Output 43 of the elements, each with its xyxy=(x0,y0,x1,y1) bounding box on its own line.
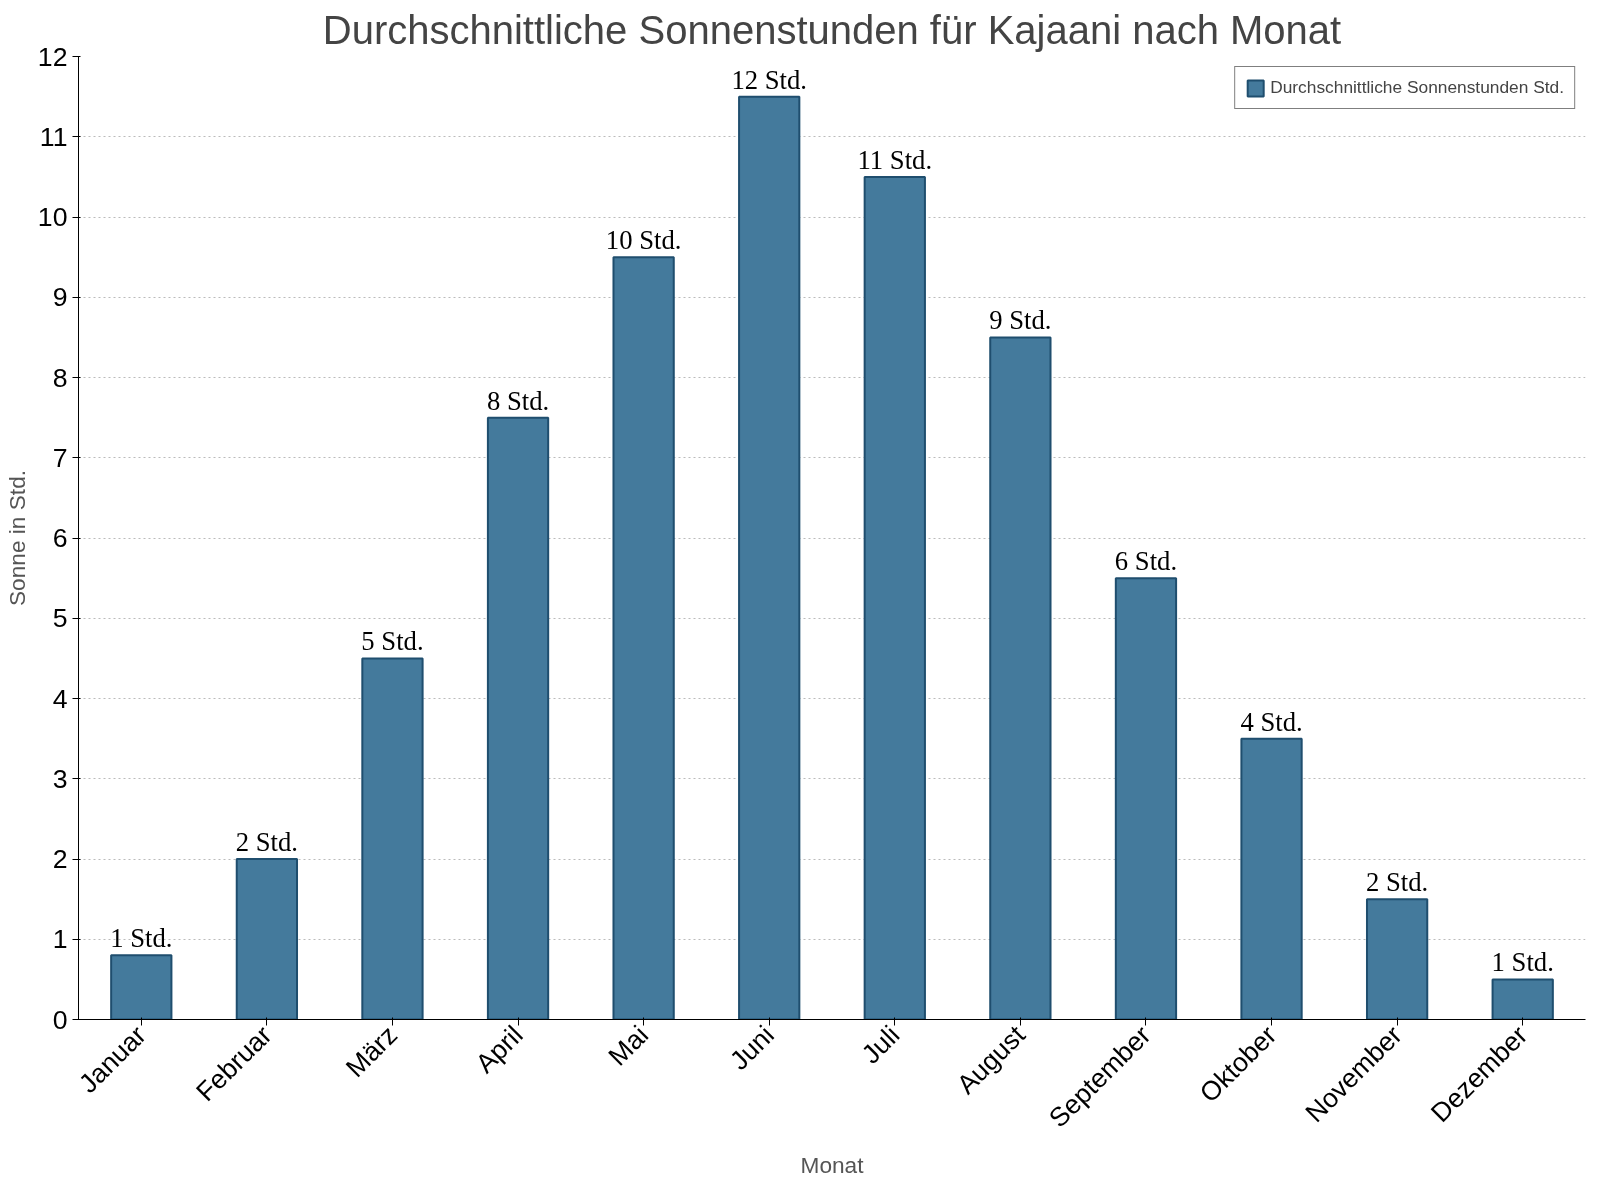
y-tick-label: 9 xyxy=(52,282,68,313)
data-label: 1 Std. xyxy=(110,923,173,954)
data-label: 2 Std. xyxy=(1366,867,1429,898)
x-tick-label: Mai xyxy=(602,1019,655,1072)
data-label: 12 Std. xyxy=(731,64,807,95)
y-tick-label: 11 xyxy=(39,121,68,152)
data-label: 5 Std. xyxy=(361,626,424,657)
y-tick-label: 4 xyxy=(52,683,68,714)
x-axis-title: Monat xyxy=(800,1151,865,1178)
y-tick-label: 8 xyxy=(52,362,68,393)
y-tick-label: 10 xyxy=(37,202,68,232)
bar xyxy=(1365,898,1429,1020)
bar xyxy=(361,657,424,1020)
y-tick-label: 12 xyxy=(37,41,68,72)
data-label: 9 Std. xyxy=(989,305,1052,336)
data-label: 4 Std. xyxy=(1240,706,1303,737)
x-tick-label: Juli xyxy=(855,1019,906,1070)
chart-title: Durchschnittliche Sonnenstunden für Kajaani nach Monat xyxy=(322,7,1342,52)
legend-label: Durchschnittliche Sonnenstunden Std. xyxy=(1270,77,1564,98)
bar xyxy=(1491,978,1554,1020)
bar xyxy=(612,256,675,1020)
data-label: 10 Std. xyxy=(605,225,682,256)
bar xyxy=(738,95,801,1020)
y-axis-title: Sonne in Std. xyxy=(3,469,30,607)
bar xyxy=(235,858,299,1020)
data-label: 2 Std. xyxy=(235,827,298,857)
data-label: 8 Std. xyxy=(486,385,550,416)
y-tick-label: 6 xyxy=(52,523,68,553)
y-tick-label: 0 xyxy=(52,1004,68,1035)
bar xyxy=(1240,737,1303,1020)
data-label: 6 Std. xyxy=(1114,546,1178,577)
bar xyxy=(1114,577,1178,1020)
bar xyxy=(486,416,550,1020)
y-tick-label: 7 xyxy=(52,442,68,473)
bar xyxy=(110,954,173,1020)
y-tick-label: 1 xyxy=(52,924,68,955)
bar xyxy=(989,336,1052,1020)
y-tick-label: 2 xyxy=(52,844,68,874)
data-label: 1 Std. xyxy=(1491,947,1554,978)
bar xyxy=(863,175,926,1020)
y-tick-label: 5 xyxy=(52,603,68,634)
y-tick-label: 3 xyxy=(52,763,68,794)
data-label: 11 Std. xyxy=(857,144,933,175)
